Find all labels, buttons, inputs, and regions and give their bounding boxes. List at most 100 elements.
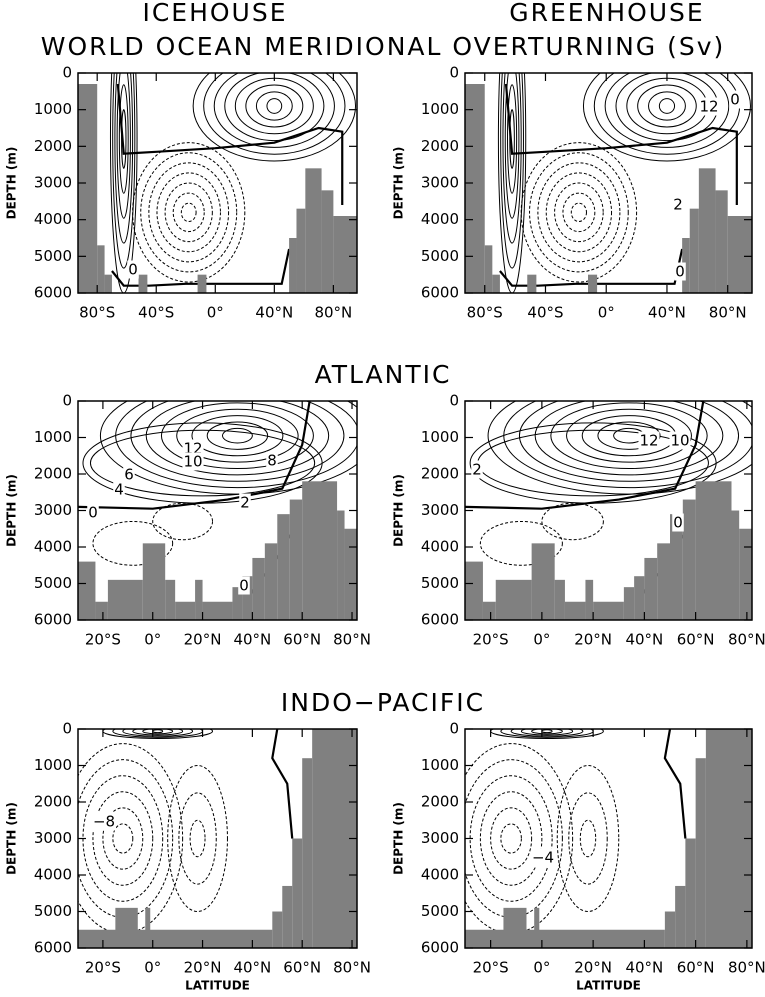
contour-label: 0: [673, 514, 683, 532]
y-tick-label: 4000: [34, 538, 72, 556]
contour-line: [192, 73, 356, 162]
y-axis-label: DEPTH (m): [392, 802, 406, 875]
topography: [465, 929, 665, 948]
topography: [664, 911, 676, 948]
topography: [484, 245, 493, 293]
topography: [107, 579, 143, 620]
topography: [321, 190, 334, 293]
contour-line: [140, 152, 238, 273]
contour-line: [554, 182, 604, 243]
contour-line: [562, 192, 596, 233]
y-tick-label: 4000: [421, 866, 459, 884]
x-tick-label: 40°S: [138, 304, 174, 322]
zero-contour: [663, 729, 687, 839]
y-tick-label: 6000: [421, 284, 459, 302]
contour-line: [550, 402, 708, 470]
contour-label: 2: [673, 196, 683, 214]
x-tick-label: 0°: [533, 631, 550, 649]
contour-line: [221, 427, 253, 444]
contour-label-bg: [672, 513, 684, 532]
y-axis-label: DEPTH (m): [5, 802, 19, 875]
plot-area: [78, 73, 357, 293]
x-tick-label: 80°N: [728, 959, 765, 977]
topography: [302, 481, 338, 620]
contour-line: [92, 520, 174, 566]
topography: [305, 168, 322, 293]
contour-line: [465, 743, 574, 934]
topography: [465, 84, 485, 293]
contour-line: [116, 73, 131, 219]
contour-line: [582, 73, 751, 162]
contour-label: 0: [128, 261, 138, 279]
y-tick-label: 2000: [34, 137, 72, 155]
contour-line: [520, 729, 574, 736]
contour-line: [118, 84, 129, 194]
contour-line: [579, 819, 597, 858]
y-tick-label: 1000: [421, 756, 459, 774]
contour-line: [114, 73, 134, 244]
zero-contour: [111, 248, 291, 287]
y-tick-label: 3000: [34, 501, 72, 519]
y-tick-label: 5000: [421, 902, 459, 920]
topography: [78, 561, 96, 620]
topography: [593, 601, 624, 620]
contour-line: [566, 408, 692, 463]
contour-line: [266, 98, 283, 114]
contour-label: 2: [240, 494, 250, 512]
contour-line: [479, 791, 543, 886]
contour-line: [518, 401, 740, 482]
y-tick-label: 0: [62, 392, 72, 410]
contour-line: [109, 73, 138, 293]
topography: [531, 543, 555, 620]
plot-area: [465, 729, 752, 948]
contour-line: [156, 172, 221, 253]
contour-label-bg: [266, 451, 278, 470]
topography: [715, 190, 728, 293]
x-tick-label: 20°N: [574, 631, 612, 649]
topography: [695, 481, 732, 620]
x-tick-label: 80°N: [728, 631, 765, 649]
topography: [289, 499, 303, 620]
y-tick-label: 0: [449, 720, 459, 738]
plot-area: [465, 401, 752, 620]
topography: [670, 514, 683, 620]
contour-line: [658, 98, 676, 114]
y-tick-label: 3000: [421, 501, 459, 519]
contour-label-bg: [87, 503, 99, 522]
topography: [282, 885, 293, 948]
contour-line: [465, 759, 563, 918]
contour-label: 12: [639, 432, 658, 450]
contour-label-bg: [238, 576, 250, 595]
y-tick-label: 3000: [34, 174, 72, 192]
contour-label-bg: [123, 465, 135, 484]
y-tick-label: 3000: [421, 174, 459, 192]
x-tick-label: 40°N: [255, 304, 293, 322]
y-tick-label: 2000: [34, 793, 72, 811]
contour-line: [148, 162, 230, 263]
contour-line: [191, 415, 284, 457]
topography: [115, 907, 138, 948]
contour-line: [92, 791, 154, 886]
x-tick-label: 40°N: [625, 631, 663, 649]
topography: [554, 579, 565, 620]
contour-label: 10: [183, 453, 202, 471]
contour-label-bg: [669, 431, 691, 450]
contour-label-bg: [239, 493, 251, 512]
contour-line: [570, 202, 587, 222]
topography: [503, 907, 527, 948]
contour-line: [167, 765, 228, 912]
topography: [302, 758, 313, 948]
topography: [731, 510, 740, 620]
x-tick-label: 20°S: [85, 631, 121, 649]
contour-line: [529, 152, 629, 273]
x-tick-label: 20°S: [473, 631, 509, 649]
y-axis-label: DEPTH (m): [392, 147, 406, 220]
topography: [337, 510, 345, 620]
y-tick-label: 0: [62, 64, 72, 82]
contour-line: [490, 807, 533, 870]
topography: [482, 601, 496, 620]
y-tick-label: 4000: [421, 210, 459, 228]
contour-label: 0: [239, 577, 249, 595]
plot-area: [78, 401, 357, 620]
topography: [698, 168, 716, 293]
